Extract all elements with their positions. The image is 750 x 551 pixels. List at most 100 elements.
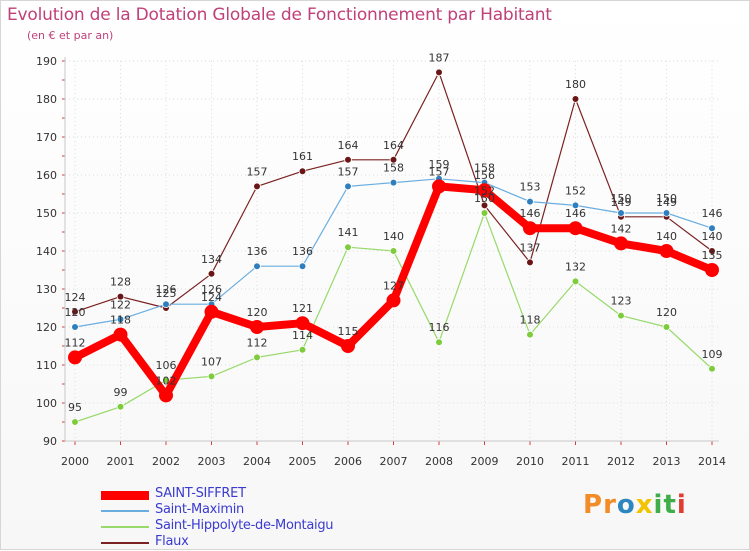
data-label-saint-siffret: 112 [65, 336, 86, 349]
axis-layer: 90 100 110 120 130 140 150 160 170 180 190 2000 2001… [36, 55, 726, 468]
x-tick-label: 2003 [198, 455, 226, 468]
data-point-saint-hippolyte-de-montaigu [162, 376, 170, 385]
data-point-saint-maximin [617, 209, 625, 217]
y-tick-label: 190 [36, 55, 57, 68]
data-label-flaux: 164 [383, 139, 404, 152]
x-tick-label: 2002 [152, 455, 180, 468]
legend-swatch [101, 510, 149, 512]
data-point-saint-hippolyte-de-montaigu [480, 209, 489, 217]
legend-swatch [101, 526, 149, 528]
y-tick-label: 120 [36, 321, 57, 334]
data-point-saint-hippolyte-de-montaigu [617, 311, 625, 320]
data-label-flaux: 128 [110, 276, 131, 289]
data-label-saint-siffret: 156 [474, 169, 495, 182]
data-point-saint-hippolyte-de-montaigu [571, 277, 580, 286]
logo-letter: x [635, 490, 654, 520]
data-point-saint-siffret [159, 388, 173, 403]
y-tick-label: 170 [36, 131, 57, 144]
data-point-flaux [253, 182, 261, 191]
logo-letter: P [583, 490, 604, 520]
data-label-saint-hippolyte-de-montaigu: 150 [474, 192, 495, 205]
legend-label: Saint-Maximin [155, 502, 244, 517]
data-point-flaux [571, 95, 580, 103]
proxiti-logo: Proxiti [583, 490, 687, 520]
data-label-saint-maximin: 150 [611, 192, 632, 205]
data-label-saint-siffret: 115 [338, 325, 359, 338]
data-label-flaux: 125 [156, 287, 177, 300]
chart-subtitle: (en € et par an) [27, 29, 114, 42]
data-label-saint-maximin: 122 [110, 298, 131, 311]
legend-swatch [101, 542, 149, 544]
data-label-flaux: 149 [611, 196, 632, 209]
data-label-saint-hippolyte-de-montaigu: 123 [611, 295, 632, 308]
data-point-saint-siffret [705, 263, 719, 277]
data-point-saint-hippolyte-de-montaigu [116, 402, 125, 411]
data-point-saint-maximin [71, 323, 79, 331]
data-label-saint-hippolyte-de-montaigu: 120 [656, 306, 677, 319]
data-label-saint-siffret: 102 [156, 374, 177, 387]
data-point-saint-hippolyte-de-montaigu [389, 247, 398, 255]
data-point-flaux [389, 156, 398, 164]
data-label-flaux: 164 [338, 139, 359, 152]
data-label-saint-hippolyte-de-montaigu: 116 [429, 321, 450, 334]
data-point-saint-hippolyte-de-montaigu [435, 338, 443, 347]
data-label-saint-maximin: 157 [338, 165, 359, 178]
data-point-saint-siffret [204, 304, 219, 319]
data-point-saint-siffret [68, 350, 82, 365]
x-tick-label: 2013 [653, 455, 681, 468]
data-point-saint-hippolyte-de-montaigu [662, 323, 671, 331]
data-label-saint-siffret: 146 [520, 207, 541, 220]
data-point-saint-hippolyte-de-montaigu [71, 418, 79, 426]
data-point-saint-hippolyte-de-montaigu [708, 364, 716, 373]
data-label-flaux: 134 [201, 253, 222, 266]
data-label-saint-siffret: 157 [429, 165, 450, 178]
data-point-saint-siffret [432, 179, 446, 194]
data-point-saint-maximin [389, 178, 398, 187]
data-label-saint-maximin: 146 [702, 207, 723, 220]
data-point-saint-maximin [298, 262, 307, 271]
data-point-saint-siffret [477, 183, 492, 198]
data-label-saint-siffret: 118 [110, 314, 131, 327]
y-tick-label: 90 [43, 435, 57, 448]
data-point-flaux [207, 269, 216, 278]
x-tick-label: 2004 [243, 455, 271, 468]
data-point-saint-siffret [386, 293, 401, 308]
data-label-flaux: 152 [474, 184, 495, 197]
data-point-flaux [708, 247, 716, 255]
logo-letter: t [663, 490, 677, 520]
legend-label: Flaux [155, 534, 189, 549]
data-point-saint-maximin [662, 209, 671, 217]
data-label-saint-siffret: 120 [247, 306, 268, 319]
data-label-flaux: 187 [429, 51, 450, 64]
x-tick-label: 2011 [562, 455, 590, 468]
x-tick-label: 2014 [698, 455, 726, 468]
legend-swatch [101, 490, 149, 500]
data-label-saint-maximin: 158 [383, 162, 404, 175]
legend-label: SAINT-SIFFRET [155, 486, 246, 501]
data-label-flaux: 161 [292, 150, 313, 163]
data-label-saint-maximin: 158 [474, 162, 495, 175]
x-tick-label: 2007 [380, 455, 408, 468]
data-label-flaux: 140 [702, 230, 723, 243]
data-point-flaux [116, 292, 125, 301]
y-tick-label: 130 [36, 283, 57, 296]
data-label-saint-maximin: 150 [656, 192, 677, 205]
data-point-flaux [71, 307, 79, 316]
grid-layer [65, 60, 719, 442]
data-label-saint-siffret: 135 [702, 249, 723, 262]
data-label-saint-hippolyte-de-montaigu: 118 [520, 314, 541, 327]
data-label-saint-maximin: 159 [429, 158, 450, 171]
data-point-flaux [344, 156, 352, 164]
data-label-saint-siffret: 127 [383, 279, 404, 292]
data-point-flaux [298, 167, 307, 176]
data-label-saint-hippolyte-de-montaigu: 106 [156, 359, 177, 372]
data-label-saint-maximin: 126 [201, 283, 222, 296]
x-tick-label: 2000 [61, 455, 89, 468]
data-label-saint-maximin: 153 [520, 181, 541, 194]
data-label-flaux: 124 [65, 291, 86, 304]
logo-letter: o [616, 490, 636, 520]
data-point-saint-hippolyte-de-montaigu [298, 345, 307, 354]
data-point-saint-maximin [162, 300, 170, 309]
data-point-saint-hippolyte-de-montaigu [344, 243, 352, 252]
